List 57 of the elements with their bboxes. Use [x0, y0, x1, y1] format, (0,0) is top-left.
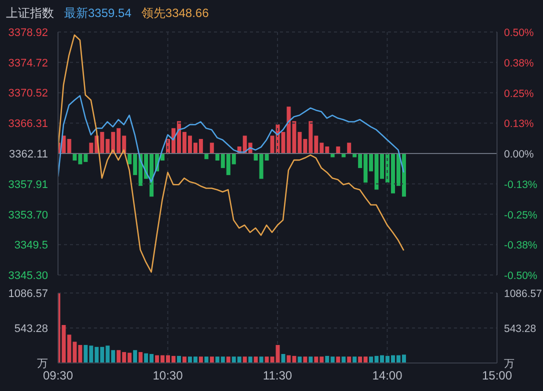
bar: [248, 356, 252, 363]
y-tick-label: 3362.11: [9, 148, 48, 160]
y2-tick-label: 0.00%: [504, 148, 534, 160]
y-tick-label: 543.28: [14, 323, 48, 335]
y2-tick-label: 1086.57: [504, 288, 542, 300]
text: 领先3348.66: [141, 4, 209, 22]
y-tick-label: 1086.57: [8, 288, 48, 300]
y2-tick-label: -0.38%: [504, 240, 538, 252]
bar: [242, 356, 247, 363]
bar: [226, 356, 230, 363]
y-tick-label: 3370.52: [8, 88, 48, 100]
y2-tick-label: 0.25%: [504, 88, 534, 100]
bar: [204, 356, 208, 363]
y2-tick-label: -0.13%: [504, 178, 538, 191]
bar: [198, 356, 203, 363]
y2-tick-label: -0.50%: [504, 270, 538, 282]
bar: [342, 356, 346, 363]
text: 最新3359.54: [64, 4, 132, 22]
y2-tick-label: -0.25%: [504, 209, 538, 222]
bar: [347, 142, 352, 154]
bar: [210, 142, 214, 154]
y-tick-label: 3357.91: [8, 178, 48, 191]
bar: [298, 356, 302, 363]
chart-title: 上证指数: [6, 4, 54, 22]
bar: [133, 350, 138, 363]
bar: [308, 356, 313, 363]
x-tick-label: 10:30: [152, 368, 184, 383]
y-tick-label: 3374.72: [8, 57, 48, 70]
line-series: [58, 34, 404, 273]
y-tick-label: 万: [37, 358, 48, 370]
line-series: [58, 95, 404, 182]
y-tick-label: 3366.31: [8, 118, 48, 130]
bar: [176, 356, 181, 363]
bar: [303, 356, 308, 363]
bar: [352, 356, 357, 363]
x-tick-label: 09:30: [42, 368, 74, 383]
bar: [336, 356, 340, 363]
bar: [259, 356, 264, 363]
y2-tick-label: 543.28: [504, 323, 536, 335]
y2-tick-label: 0.38%: [504, 57, 534, 70]
bar: [254, 356, 258, 363]
y2-tick-label: 0.13%: [504, 118, 534, 130]
bar: [281, 354, 286, 363]
bar: [347, 356, 352, 363]
y-tick-label: 3378.92: [8, 27, 48, 39]
bar: [210, 356, 214, 363]
y2-tick-label: 万: [504, 358, 515, 370]
bar: [336, 146, 340, 154]
bar: [182, 356, 186, 363]
x-tick-label: 15:00: [482, 368, 512, 383]
x-tick-label: 11:30: [262, 368, 292, 383]
x-tick-label: 14:00: [372, 368, 403, 383]
y-tick-label: 3349.5: [14, 240, 48, 252]
bar: [138, 352, 143, 363]
y-tick-label: 3345.30: [8, 270, 48, 282]
y-tick-label: 3353.70: [8, 209, 48, 222]
y2-tick-label: 0.50%: [504, 27, 534, 39]
